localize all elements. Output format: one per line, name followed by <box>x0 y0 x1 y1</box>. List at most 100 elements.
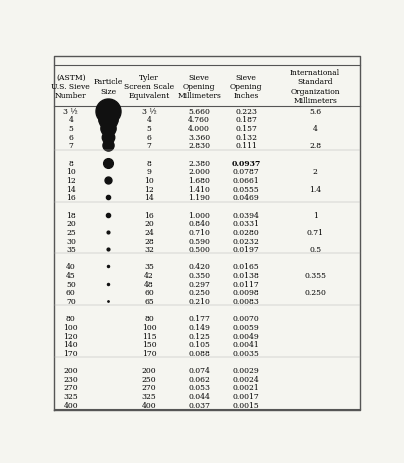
Text: International
Standard
Organization
Millimeters: International Standard Organization Mill… <box>290 69 340 105</box>
Text: 0.132: 0.132 <box>235 133 257 141</box>
Text: 0.187: 0.187 <box>235 116 257 124</box>
Text: 16: 16 <box>144 211 154 219</box>
Text: 14: 14 <box>66 185 76 193</box>
Text: 0.0017: 0.0017 <box>233 392 259 400</box>
Text: Particle
Size: Particle Size <box>94 78 123 95</box>
Text: 170: 170 <box>142 349 156 357</box>
Text: Sieve
Opening
Inches: Sieve Opening Inches <box>230 74 263 100</box>
Text: 42: 42 <box>144 271 154 280</box>
Text: 14: 14 <box>144 194 154 202</box>
Text: 1.000: 1.000 <box>188 211 210 219</box>
Text: 0.0165: 0.0165 <box>233 263 259 271</box>
Text: 270: 270 <box>63 384 78 392</box>
Text: 4.000: 4.000 <box>188 125 210 133</box>
Text: 65: 65 <box>144 297 154 306</box>
Text: 12: 12 <box>66 176 76 185</box>
Text: 325: 325 <box>63 392 78 400</box>
Text: 0.0555: 0.0555 <box>233 185 259 193</box>
Text: 270: 270 <box>142 384 156 392</box>
Text: 1.680: 1.680 <box>188 176 210 185</box>
Text: 0.0138: 0.0138 <box>233 271 260 280</box>
Text: 28: 28 <box>144 237 154 245</box>
Text: 6: 6 <box>147 133 152 141</box>
Text: 30: 30 <box>66 237 76 245</box>
Text: 1.410: 1.410 <box>188 185 210 193</box>
Text: 325: 325 <box>142 392 156 400</box>
Text: 5.6: 5.6 <box>309 107 321 116</box>
Text: 0.037: 0.037 <box>188 401 210 409</box>
Text: 3.360: 3.360 <box>188 133 210 141</box>
Text: 0.125: 0.125 <box>188 332 210 340</box>
Text: Tyler
Screen Scale
Equivalent: Tyler Screen Scale Equivalent <box>124 74 174 100</box>
Text: 0.0035: 0.0035 <box>233 349 260 357</box>
Text: 0.062: 0.062 <box>188 375 210 383</box>
Text: 18: 18 <box>66 211 76 219</box>
Text: 100: 100 <box>142 323 156 331</box>
Text: 24: 24 <box>144 228 154 236</box>
Text: 3 ½: 3 ½ <box>63 107 78 116</box>
Text: 5: 5 <box>68 125 73 133</box>
Text: 9: 9 <box>147 168 152 176</box>
Text: 0.053: 0.053 <box>188 384 210 392</box>
Text: 1: 1 <box>313 211 318 219</box>
Text: 40: 40 <box>66 263 76 271</box>
Text: Sieve
Opening
Millimeters: Sieve Opening Millimeters <box>177 74 221 100</box>
Text: 0.111: 0.111 <box>235 142 257 150</box>
Text: 10: 10 <box>66 168 76 176</box>
Text: 8: 8 <box>147 159 152 167</box>
Text: 0.420: 0.420 <box>188 263 210 271</box>
Text: 12: 12 <box>144 185 154 193</box>
Text: 400: 400 <box>142 401 156 409</box>
Text: 16: 16 <box>66 194 76 202</box>
Text: 0.223: 0.223 <box>235 107 257 116</box>
Text: 0.297: 0.297 <box>188 280 210 288</box>
Text: 0.0024: 0.0024 <box>233 375 259 383</box>
Text: 1.4: 1.4 <box>309 185 321 193</box>
Text: 0.355: 0.355 <box>304 271 326 280</box>
Text: 7: 7 <box>147 142 152 150</box>
Text: 60: 60 <box>66 289 76 297</box>
Text: 35: 35 <box>144 263 154 271</box>
Text: 0.0394: 0.0394 <box>233 211 260 219</box>
Text: 400: 400 <box>63 401 78 409</box>
Text: 7: 7 <box>68 142 73 150</box>
Text: 0.0280: 0.0280 <box>233 228 259 236</box>
Text: 25: 25 <box>66 228 76 236</box>
Text: 0.5: 0.5 <box>309 245 321 254</box>
Text: 2.000: 2.000 <box>188 168 210 176</box>
Text: 120: 120 <box>63 332 78 340</box>
Text: 2.380: 2.380 <box>188 159 210 167</box>
Text: 0.0331: 0.0331 <box>233 220 260 228</box>
Text: 0.710: 0.710 <box>188 228 210 236</box>
Text: 20: 20 <box>144 220 154 228</box>
Text: 140: 140 <box>63 340 78 349</box>
Text: 8: 8 <box>68 159 73 167</box>
Text: 0.0661: 0.0661 <box>233 176 259 185</box>
Text: 0.840: 0.840 <box>188 220 210 228</box>
Text: 4: 4 <box>313 125 318 133</box>
Text: 0.177: 0.177 <box>188 315 210 323</box>
Text: 4: 4 <box>68 116 73 124</box>
Text: 0.0937: 0.0937 <box>231 159 261 167</box>
Text: 70: 70 <box>66 297 76 306</box>
Text: 115: 115 <box>142 332 156 340</box>
Text: 0.250: 0.250 <box>188 289 210 297</box>
Text: 0.500: 0.500 <box>188 245 210 254</box>
Text: 2.8: 2.8 <box>309 142 321 150</box>
Text: 0.350: 0.350 <box>188 271 210 280</box>
Text: 0.088: 0.088 <box>188 349 210 357</box>
Text: 0.0070: 0.0070 <box>233 315 259 323</box>
Text: 32: 32 <box>144 245 154 254</box>
Text: 0.0021: 0.0021 <box>233 384 259 392</box>
Text: 80: 80 <box>66 315 76 323</box>
Text: 0.210: 0.210 <box>188 297 210 306</box>
Text: 20: 20 <box>66 220 76 228</box>
Text: 2: 2 <box>313 168 318 176</box>
Text: 5: 5 <box>147 125 152 133</box>
Text: 4: 4 <box>147 116 152 124</box>
Text: 0.590: 0.590 <box>188 237 210 245</box>
Text: 100: 100 <box>63 323 78 331</box>
Text: 200: 200 <box>142 366 156 375</box>
Text: 0.0059: 0.0059 <box>233 323 259 331</box>
Text: 35: 35 <box>66 245 76 254</box>
